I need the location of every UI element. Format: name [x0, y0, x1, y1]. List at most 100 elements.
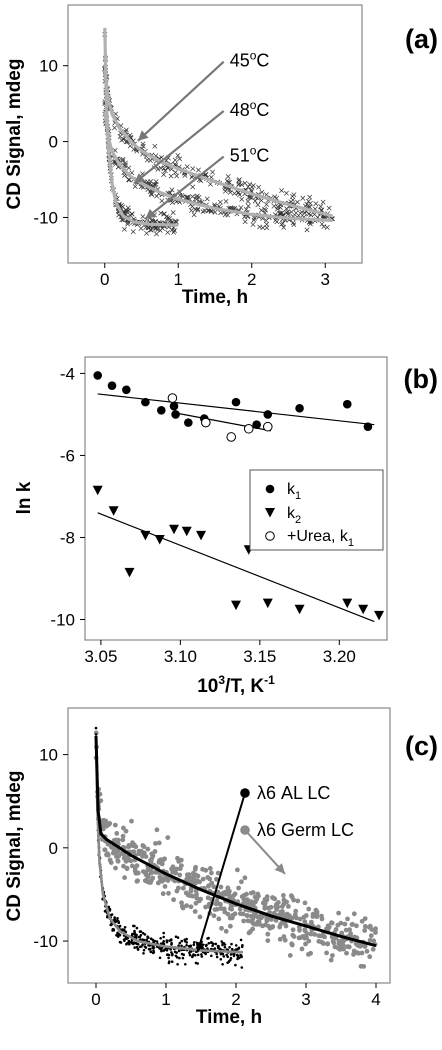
data-point-dot — [180, 939, 184, 943]
data-point-x-marker — [126, 165, 132, 171]
x-tick-label: 0 — [100, 270, 109, 289]
data-point-x-marker — [319, 221, 325, 227]
data-point-dot — [180, 885, 186, 891]
data-point-x-marker — [175, 153, 181, 158]
data-point-dot — [108, 909, 112, 912]
data-point-x-marker — [275, 204, 281, 210]
annotation-label-51: 51oC — [230, 144, 270, 166]
data-point-dot — [124, 937, 127, 940]
fit-curve-51 — [103, 27, 179, 227]
data-point-x-marker — [149, 192, 155, 198]
data-point-dot — [143, 945, 147, 948]
data-point-x-marker — [236, 181, 242, 187]
data-point-dot — [114, 854, 119, 859]
data-point-dot — [116, 919, 119, 922]
data-point-dot — [117, 921, 121, 924]
data-point-dot — [185, 941, 188, 944]
data-point-dot — [373, 926, 378, 932]
data-point-dot — [134, 934, 138, 938]
annotation-arrowhead-51 — [145, 208, 157, 219]
data-point-dot — [226, 961, 229, 964]
data-point-filled-circle — [342, 399, 352, 409]
data-point-x-marker — [313, 201, 319, 207]
data-point-dot — [145, 846, 151, 852]
legend-arrow — [196, 792, 246, 953]
data-point-dot — [158, 956, 162, 960]
data-point-x-marker — [293, 210, 299, 216]
data-point-x-marker — [130, 229, 136, 235]
data-point-x-marker — [318, 204, 324, 209]
data-point-dot — [241, 918, 247, 924]
legend-arrowhead — [274, 863, 285, 874]
data-point-dot — [277, 924, 283, 930]
data-point-open-circle — [167, 393, 178, 403]
data-point-dot — [364, 948, 370, 954]
data-point-dot — [216, 901, 221, 906]
data-point-x-marker — [148, 178, 154, 184]
data-point-dot — [165, 835, 171, 840]
data-point-dot — [188, 953, 192, 957]
data-point-filled-circle — [363, 422, 373, 432]
data-point-filled-triangle-down — [262, 598, 273, 609]
data-point-dot — [204, 952, 207, 956]
data-point-dot — [237, 906, 243, 912]
data-point-x-marker — [279, 188, 285, 194]
data-point-filled-triangle-down — [231, 600, 241, 611]
legend-arrowhead — [195, 941, 206, 953]
data-point-dot — [227, 915, 233, 921]
data-point-filled-triangle-down — [294, 604, 305, 615]
data-point-dot — [260, 923, 265, 929]
panel-a-label: (a) — [405, 24, 438, 54]
data-point-dot — [255, 919, 261, 925]
panel-b-legend: k1 k2 +Urea, k1 — [249, 469, 384, 551]
panel-a-y-axis-label: CD Signal, mdeg — [4, 59, 25, 210]
data-point-dot — [242, 875, 248, 881]
panel-b-plot-frame — [84, 356, 388, 641]
data-point-x-marker — [242, 214, 247, 220]
data-point-dot — [230, 942, 233, 946]
data-point-dot — [192, 909, 198, 914]
data-point-dot — [170, 869, 176, 875]
data-point-dot — [319, 916, 325, 922]
data-point-dot — [135, 870, 141, 876]
data-point-dot — [264, 897, 270, 903]
data-point-dot — [153, 939, 157, 943]
data-point-dot — [147, 936, 150, 939]
data-point-dot — [137, 935, 141, 939]
data-point-dot — [112, 822, 118, 828]
data-point-dot — [215, 955, 219, 959]
data-point-dot — [205, 943, 208, 947]
data-point-x-marker — [180, 194, 186, 199]
data-point-dot — [118, 940, 122, 944]
data-point-x-marker — [204, 196, 210, 202]
data-point-dot — [215, 870, 221, 876]
data-point-dot — [165, 949, 169, 952]
y-tick-label: -10 — [33, 208, 58, 227]
data-point-x-marker — [132, 184, 138, 190]
data-point-dot — [273, 904, 279, 909]
data-point-dot — [152, 950, 156, 954]
panel-b-x-axis-label: 103/T, K-1 — [197, 673, 275, 697]
data-point-x-marker — [306, 198, 311, 204]
data-point-x-marker — [217, 199, 223, 205]
data-point-dot — [229, 953, 233, 956]
data-point-x-marker — [184, 164, 190, 170]
data-point-dot — [155, 940, 159, 943]
data-point-dot — [223, 928, 229, 934]
data-point-x-marker — [320, 199, 326, 205]
data-point-dot — [176, 963, 179, 966]
data-point-dot — [373, 930, 378, 935]
panel-b-xlabel-sup2: -1 — [264, 673, 275, 687]
data-point-dot — [143, 933, 147, 936]
data-point-filled-triangle-down — [374, 610, 385, 621]
data-point-x-marker — [243, 207, 249, 212]
data-point-dot — [200, 953, 203, 956]
y-tick-label: 10 — [39, 57, 58, 76]
data-point-dot — [244, 891, 249, 897]
data-point-dot — [180, 944, 183, 948]
data-point-dot — [177, 944, 180, 947]
data-point-filled-circle — [231, 397, 241, 407]
data-point-dot — [316, 933, 322, 939]
data-point-x-marker — [191, 212, 197, 218]
x-tick-label: 2 — [247, 270, 256, 289]
